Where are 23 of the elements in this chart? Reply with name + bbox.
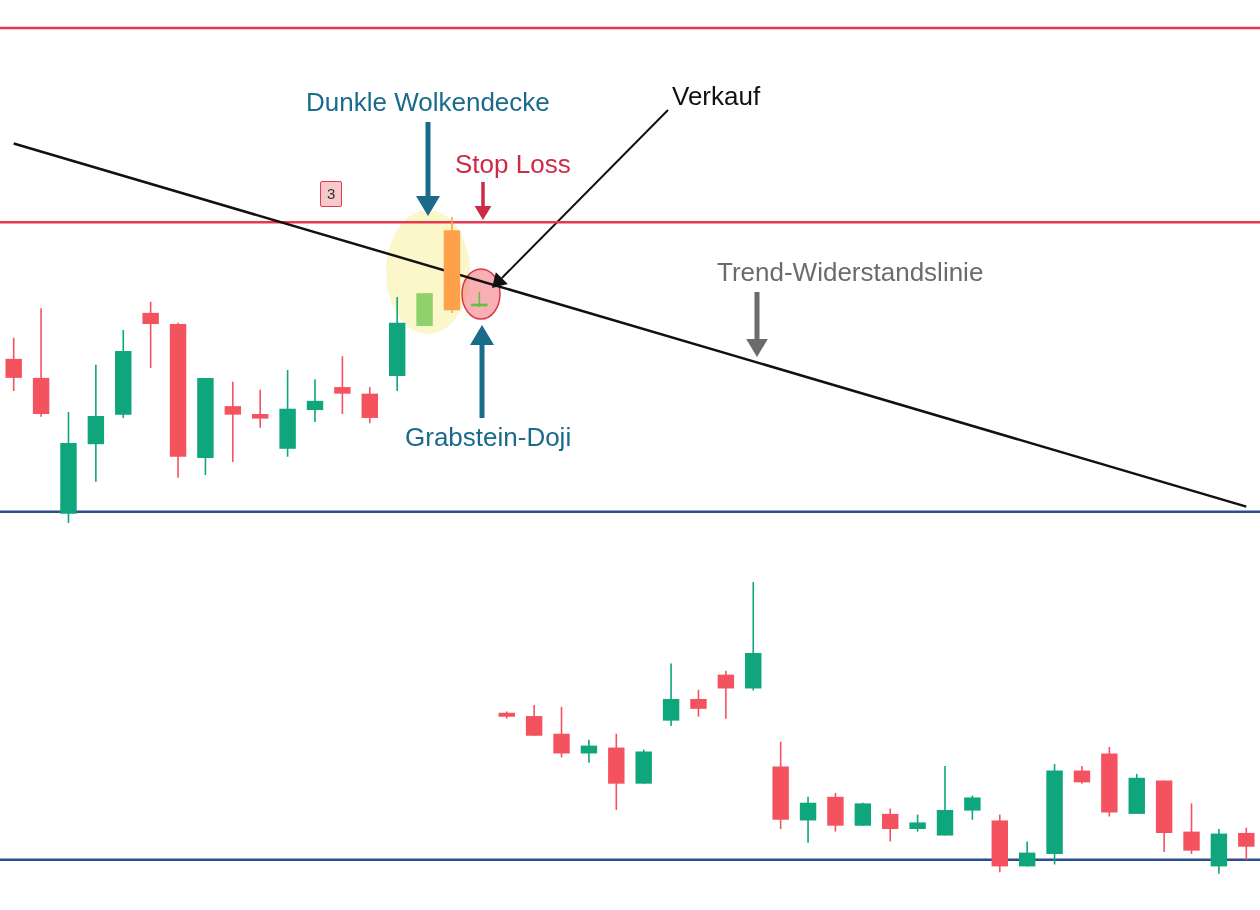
text: Verkauf (672, 81, 761, 111)
candlestick (1238, 826, 1255, 861)
candlestick (334, 355, 351, 415)
annotation: Grabstein-Doji (405, 422, 572, 452)
candlestick (5, 337, 22, 392)
candlestick (717, 669, 735, 720)
candlestick (799, 796, 817, 844)
candlestick (690, 688, 707, 718)
candlestick (964, 794, 981, 821)
text: Stop Loss (455, 149, 571, 179)
candlestick (252, 388, 269, 429)
text: 3 (320, 181, 343, 207)
text: Trend-Widerstandslinie (717, 257, 984, 287)
candlestick (142, 300, 159, 369)
text: Dunkle Wolkendecke (306, 87, 550, 117)
candlestick (306, 378, 324, 423)
candlestick (224, 381, 242, 463)
candlestick (882, 807, 899, 843)
candlestick (1018, 840, 1036, 868)
candlestick (662, 662, 680, 727)
candlestick (525, 704, 543, 737)
candlestick (553, 706, 570, 759)
candlestick (1183, 802, 1200, 855)
